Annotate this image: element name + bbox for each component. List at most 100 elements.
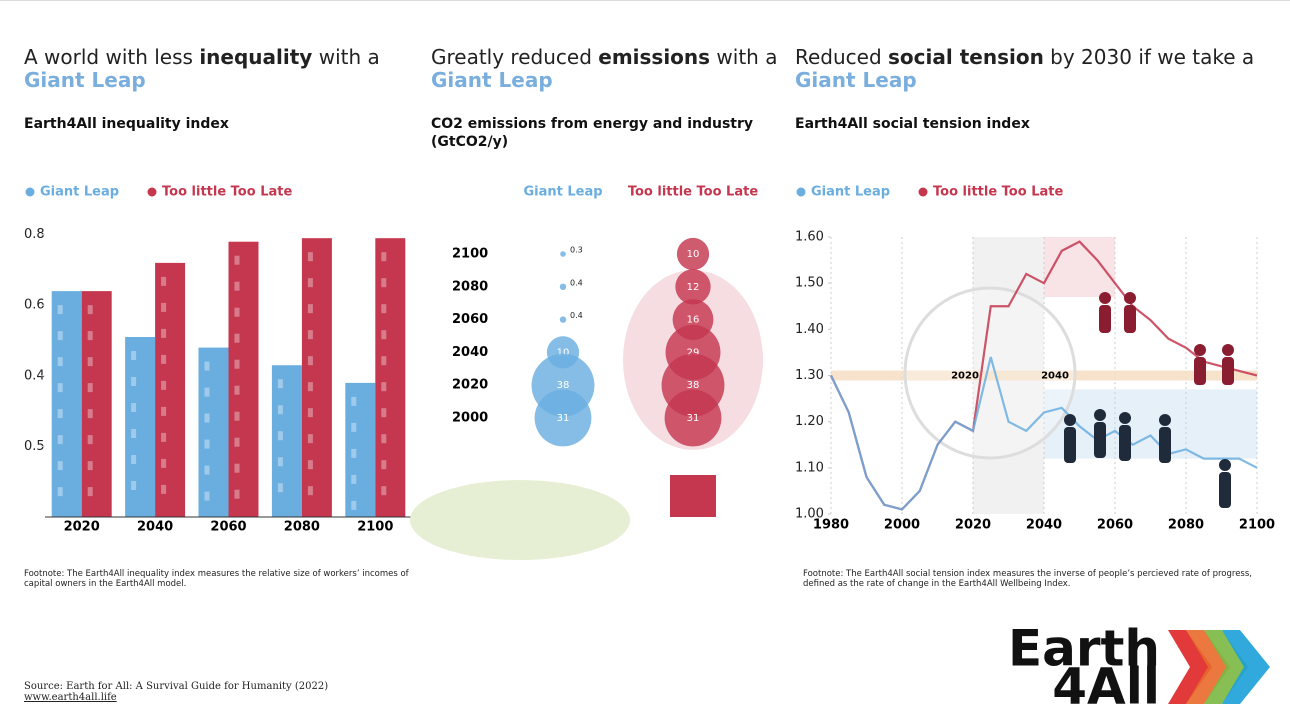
subtitle: Earth4All social tension index xyxy=(795,116,1030,132)
window-decor xyxy=(307,486,313,496)
window-decor xyxy=(277,379,283,389)
bubble xyxy=(559,316,567,323)
bar xyxy=(198,347,229,517)
bar xyxy=(125,337,156,517)
title-highlight: Giant Leap xyxy=(24,68,146,92)
bar xyxy=(228,241,259,518)
value-label: 0.4 xyxy=(570,311,583,320)
figure-decor xyxy=(1194,344,1206,356)
figure-decor xyxy=(1119,412,1131,424)
window-decor xyxy=(351,422,357,432)
window-decor xyxy=(87,409,93,419)
bubble xyxy=(675,269,711,305)
bubble xyxy=(559,283,567,291)
row-label: 2040 xyxy=(452,345,488,360)
title-text: Reduced xyxy=(795,45,882,69)
y-tick-label: 1.10 xyxy=(795,460,824,475)
x-tick-label: 2080 xyxy=(284,520,320,535)
source-link[interactable]: www.earth4all.life xyxy=(24,692,117,703)
threshold-band xyxy=(831,370,1257,381)
title-bold: inequality xyxy=(199,45,313,69)
footnote: Footnote: The Earth4All social tension i… xyxy=(803,569,1252,589)
title-text: by 2030 if we take a xyxy=(1050,45,1255,69)
window-decor xyxy=(381,486,387,496)
window-decor xyxy=(204,491,210,501)
window-decor xyxy=(234,281,240,291)
figure-decor xyxy=(1094,422,1106,458)
window-decor xyxy=(277,457,283,467)
title-text: A world with less xyxy=(24,45,193,69)
figure-decor xyxy=(1222,357,1234,385)
window-decor xyxy=(161,484,167,494)
window-decor xyxy=(234,463,240,473)
window-decor xyxy=(161,380,167,390)
window-decor xyxy=(87,305,93,315)
value-label: 0.4 xyxy=(570,278,583,287)
period-shade xyxy=(1044,237,1115,298)
window-decor xyxy=(234,307,240,317)
window-decor xyxy=(87,383,93,393)
figure-decor xyxy=(1099,292,1111,304)
window-decor xyxy=(351,448,357,458)
window-decor xyxy=(161,328,167,338)
figure-decor xyxy=(1124,292,1136,304)
window-decor xyxy=(381,278,387,288)
window-decor xyxy=(161,302,167,312)
bar xyxy=(271,365,302,517)
bar xyxy=(155,262,186,517)
logo-chevron xyxy=(1222,630,1270,704)
y-tick-label: 1.40 xyxy=(795,322,824,337)
figure-decor xyxy=(1064,414,1076,426)
window-decor xyxy=(307,330,313,340)
window-decor xyxy=(161,432,167,442)
figure-decor xyxy=(1099,305,1111,333)
chimney-decor xyxy=(670,475,716,517)
bubble xyxy=(676,237,710,271)
magnifier xyxy=(903,286,1077,460)
x-tick-label: 2040 xyxy=(137,520,173,535)
line xyxy=(830,356,1258,511)
figure-decor xyxy=(1194,357,1206,385)
title: Reduced social tension by 2030 if we tak… xyxy=(795,46,1265,92)
footnote: Footnote: The Earth4All inequality index… xyxy=(24,569,409,589)
subtitle: Earth4All inequality index xyxy=(24,116,229,132)
value-label: 10 xyxy=(557,347,570,358)
x-tick-label: 2000 xyxy=(884,518,920,533)
y-tick-label: 1.60 xyxy=(795,230,824,245)
bar xyxy=(51,291,82,517)
legend-marker xyxy=(147,187,157,197)
bar xyxy=(301,238,332,518)
window-decor xyxy=(161,276,167,286)
window-decor xyxy=(131,481,137,490)
window-decor xyxy=(57,357,63,367)
window-decor xyxy=(307,434,313,444)
window-decor xyxy=(57,305,63,315)
title: Greatly reduced emissions with a Giant Le… xyxy=(431,46,791,92)
window-decor xyxy=(307,408,313,418)
legend-label: Too little Too Late xyxy=(933,185,1063,200)
y-tick-label: 1.50 xyxy=(795,276,824,291)
window-decor xyxy=(57,487,63,497)
figure-decor xyxy=(1219,472,1231,508)
x-tick-label: 2020 xyxy=(955,518,991,533)
title-bold: emissions xyxy=(598,45,711,69)
figure-decor xyxy=(1124,305,1136,333)
value-label: 12 xyxy=(687,282,700,293)
legend-label: Giant Leap xyxy=(811,185,890,200)
window-decor xyxy=(131,429,137,438)
window-decor xyxy=(234,385,240,395)
window-decor xyxy=(381,382,387,392)
period-shade xyxy=(1044,389,1257,459)
annotation: 2040 xyxy=(1041,371,1069,382)
title-highlight: Giant Leap xyxy=(795,68,917,92)
y-tick-label: 0.6 xyxy=(24,298,45,313)
window-decor xyxy=(57,331,63,341)
source: Source: Earth for All: A Survival Guide … xyxy=(24,681,328,703)
window-decor xyxy=(204,439,210,449)
window-decor xyxy=(57,435,63,445)
figure-decor xyxy=(1219,459,1231,471)
row-label: 2060 xyxy=(452,312,488,327)
x-tick-label: 2040 xyxy=(1026,518,1062,533)
window-decor xyxy=(131,377,137,386)
figure-decor xyxy=(1222,344,1234,356)
